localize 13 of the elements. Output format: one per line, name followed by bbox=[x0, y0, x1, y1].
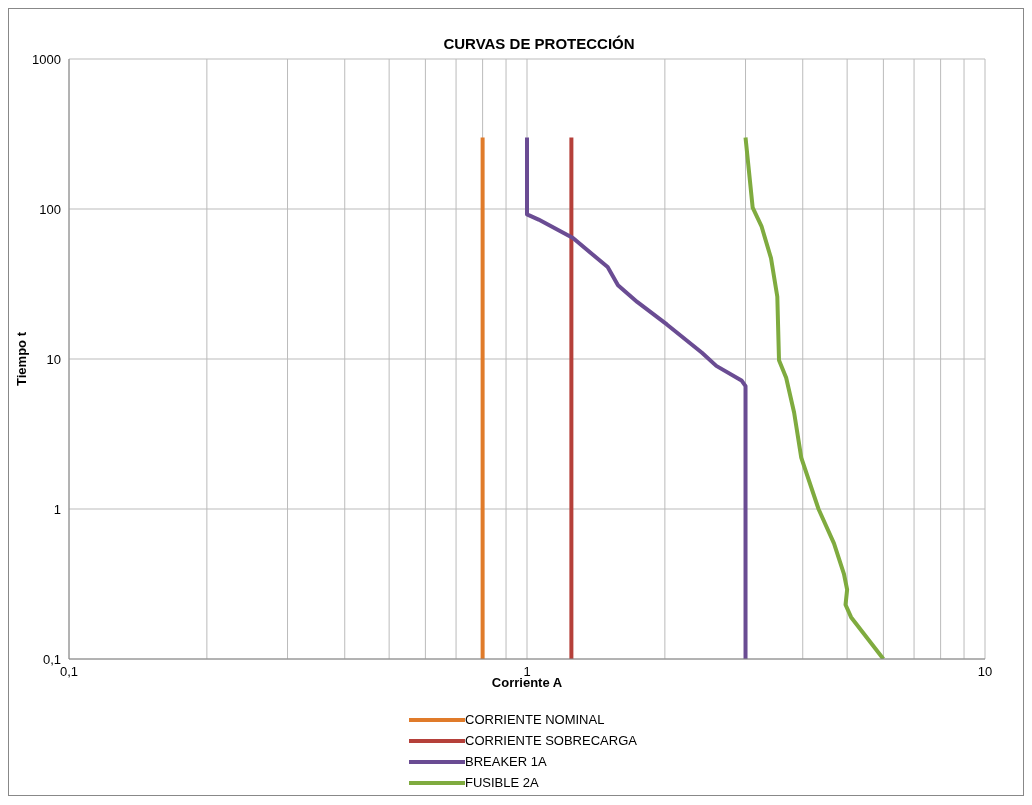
legend-label: FUSIBLE 2A bbox=[465, 775, 539, 790]
legend-label: CORRIENTE SOBRECARGA bbox=[465, 733, 637, 748]
legend-label: BREAKER 1A bbox=[465, 754, 547, 769]
x-tick-label: 0,1 bbox=[59, 664, 79, 680]
x-tick-label: 10 bbox=[977, 664, 993, 680]
y-tick-label: 10 bbox=[46, 351, 61, 367]
y-tick-label: 0,1 bbox=[42, 651, 61, 667]
y-tick-label: 1 bbox=[53, 501, 61, 517]
y-axis-title: Tiempo t bbox=[13, 331, 29, 386]
legend-label: CORRIENTE NOMINAL bbox=[465, 712, 605, 727]
y-tick-label: 100 bbox=[39, 201, 61, 217]
chart-title: CURVAS DE PROTECCIÓN bbox=[442, 35, 636, 52]
y-tick-label: 1000 bbox=[32, 51, 61, 67]
